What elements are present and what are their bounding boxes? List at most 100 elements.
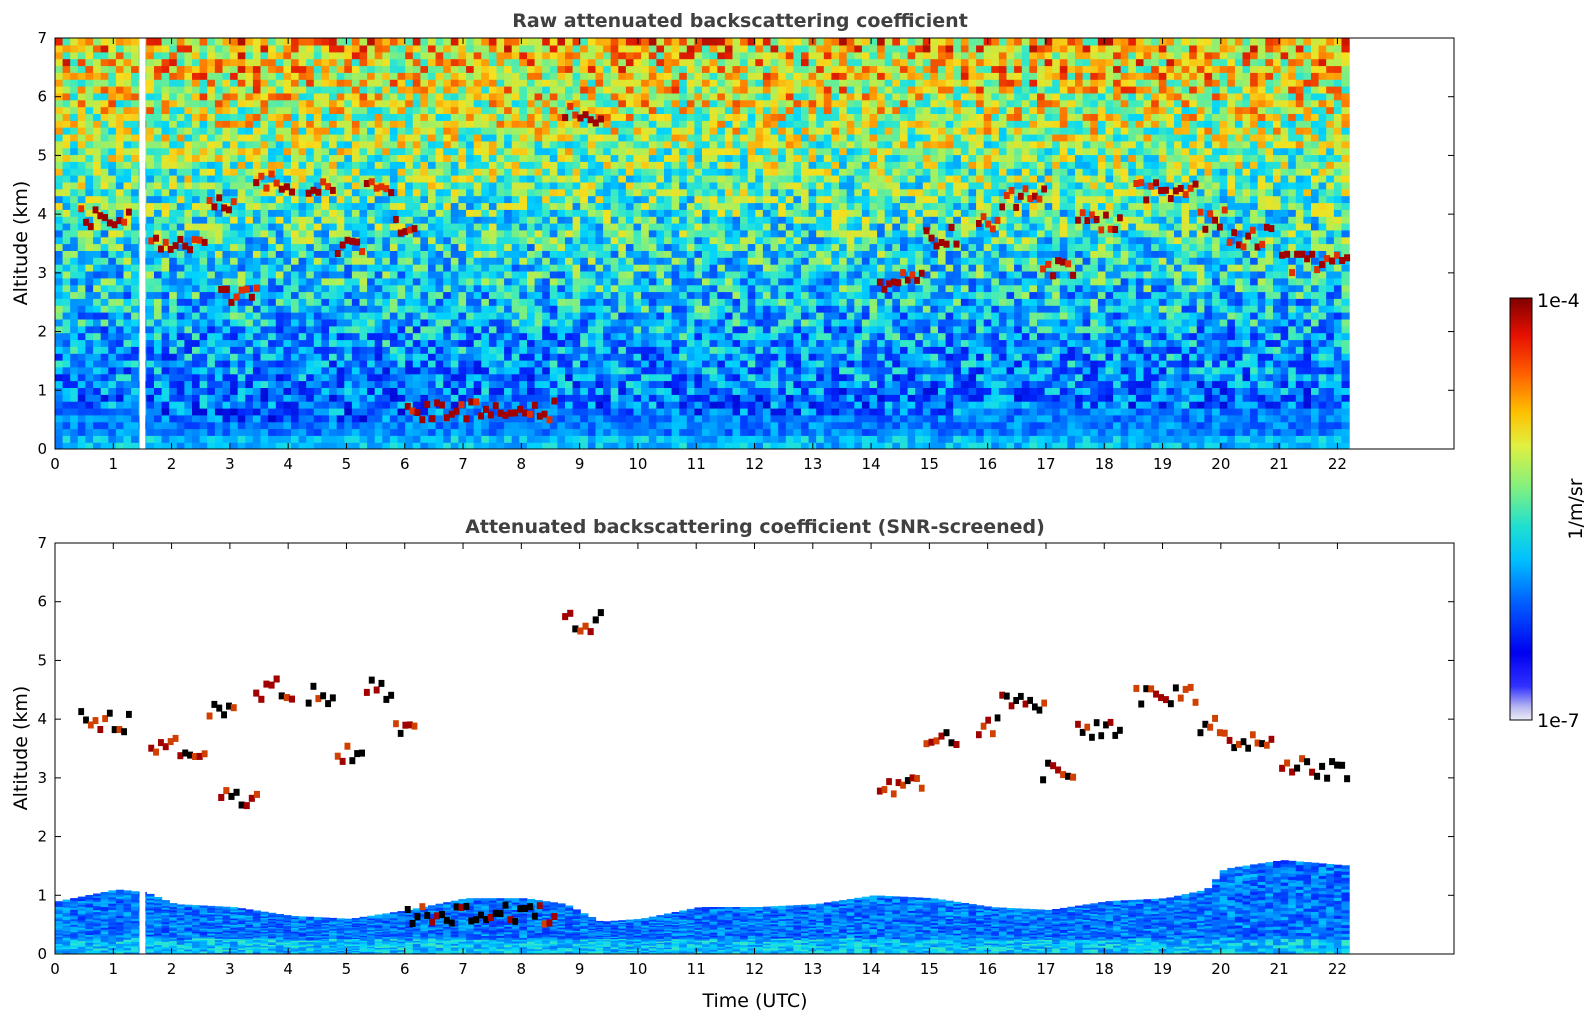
raw-heatmap-cell <box>648 188 657 197</box>
raw-heatmap-cell <box>648 168 657 176</box>
raw-heatmap-cell <box>260 442 269 449</box>
raw-heatmap-cell <box>511 257 520 265</box>
raw-heatmap-cell <box>260 127 269 135</box>
raw-heatmap-cell <box>62 140 71 149</box>
raw-heatmap-cell <box>313 140 322 149</box>
raw-heatmap-cell <box>450 79 459 87</box>
raw-heatmap-cell <box>367 298 376 306</box>
raw-heatmap-cell <box>123 380 132 388</box>
raw-heatmap-cell <box>291 147 300 156</box>
raw-heatmap-cell <box>656 407 665 416</box>
raw-heatmap-cell <box>595 127 604 135</box>
raw-heatmap-cell <box>397 154 406 162</box>
raw-heatmap-cell <box>161 291 170 299</box>
raw-heatmap-cell <box>542 442 551 449</box>
raw-heatmap-cell <box>527 106 536 114</box>
raw-heatmap-cell <box>245 195 254 204</box>
raw-heatmap-cell <box>306 373 315 382</box>
raw-heatmap-cell <box>633 339 642 347</box>
raw-heatmap-cell <box>420 79 429 87</box>
raw-heatmap-cell <box>260 209 269 217</box>
raw-heatmap-cell <box>557 298 566 306</box>
raw-heatmap-cell <box>527 318 536 327</box>
raw-heatmap-cell <box>207 127 216 135</box>
raw-heatmap-cell <box>382 106 391 114</box>
raw-heatmap-cell <box>633 222 642 231</box>
raw-heatmap-cell <box>458 421 467 430</box>
raw-heatmap-cell <box>656 79 665 87</box>
raw-heatmap-cell <box>214 106 224 114</box>
raw-heatmap-cell <box>268 216 277 224</box>
raw-heatmap-cell <box>648 435 657 443</box>
raw-heatmap-cell <box>115 86 125 94</box>
raw-heatmap-cell <box>192 366 201 375</box>
raw-heatmap-cell <box>146 181 155 190</box>
raw-heatmap-cell <box>100 51 109 60</box>
raw-heatmap-cell <box>542 188 551 197</box>
raw-heatmap-cell <box>488 359 498 368</box>
raw-heatmap-cell <box>389 353 399 361</box>
raw-heatmap-cell <box>656 38 665 46</box>
raw-heatmap-cell <box>260 38 269 46</box>
raw-heatmap-cell <box>260 147 269 156</box>
raw-heatmap-cell <box>648 92 657 101</box>
raw-heatmap-cell <box>488 38 498 46</box>
raw-heatmap-cell <box>641 188 650 197</box>
raw-heatmap-cell <box>321 305 330 313</box>
raw-heatmap-cell <box>466 229 475 238</box>
raw-heatmap-cell <box>405 250 414 258</box>
raw-heatmap-cell <box>374 222 383 231</box>
raw-heatmap-cell <box>184 140 193 149</box>
raw-heatmap-cell <box>313 38 322 46</box>
raw-heatmap-cell <box>648 442 657 449</box>
raw-heatmap-cell <box>222 380 231 388</box>
raw-heatmap-cell <box>534 175 543 183</box>
raw-heatmap-cell <box>367 99 376 108</box>
raw-heatmap-cell <box>648 394 657 402</box>
raw-heatmap-cell <box>245 65 254 73</box>
raw-heatmap-cell <box>230 202 239 210</box>
raw-heatmap-cell <box>488 72 498 80</box>
raw-heatmap-cell <box>306 257 315 265</box>
raw-heatmap-cell <box>298 407 307 416</box>
raw-heatmap-cell <box>572 216 581 224</box>
raw-heatmap-cell <box>648 236 657 245</box>
raw-heatmap-cell <box>488 325 498 334</box>
raw-heatmap-cell <box>382 257 391 265</box>
raw-heatmap-cell <box>321 38 330 46</box>
raw-heatmap-cell <box>603 106 612 114</box>
raw-heatmap-cell <box>260 298 269 306</box>
raw-heatmap-cell <box>435 188 444 197</box>
raw-heatmap-cell <box>580 366 589 375</box>
raw-heatmap-cell <box>504 72 513 80</box>
raw-heatmap-cell <box>473 209 482 217</box>
raw-heatmap-cell <box>557 127 566 135</box>
raw-heatmap-cell <box>580 120 589 128</box>
raw-heatmap-cell <box>245 161 254 169</box>
raw-heatmap-cell <box>291 339 300 347</box>
raw-heatmap-cell <box>184 38 193 46</box>
raw-heatmap-cell <box>412 339 421 347</box>
raw-heatmap-cell <box>382 168 391 176</box>
raw-heatmap-cell <box>374 86 383 94</box>
raw-heatmap-cell <box>450 188 459 197</box>
raw-heatmap-cell <box>572 175 581 183</box>
raw-heatmap-cell <box>679 346 688 354</box>
raw-heatmap-cell <box>450 373 459 382</box>
raw-heatmap-cell <box>664 312 673 320</box>
raw-heatmap-cell <box>656 250 665 258</box>
raw-heatmap-cell <box>77 92 86 101</box>
raw-heatmap-cell <box>435 325 444 334</box>
raw-heatmap-cell <box>222 236 231 245</box>
raw-heatmap-cell <box>306 147 315 156</box>
raw-heatmap-cell <box>351 332 361 341</box>
raw-heatmap-cell <box>618 181 627 190</box>
raw-heatmap-cell <box>625 216 635 224</box>
raw-heatmap-cell <box>146 120 155 128</box>
raw-heatmap-cell <box>351 86 361 94</box>
raw-heatmap-cell <box>131 120 140 128</box>
raw-heatmap-cell <box>572 312 581 320</box>
raw-heatmap-cell <box>291 264 300 272</box>
raw-heatmap-cell <box>397 332 406 341</box>
raw-heatmap-cell <box>93 181 102 190</box>
